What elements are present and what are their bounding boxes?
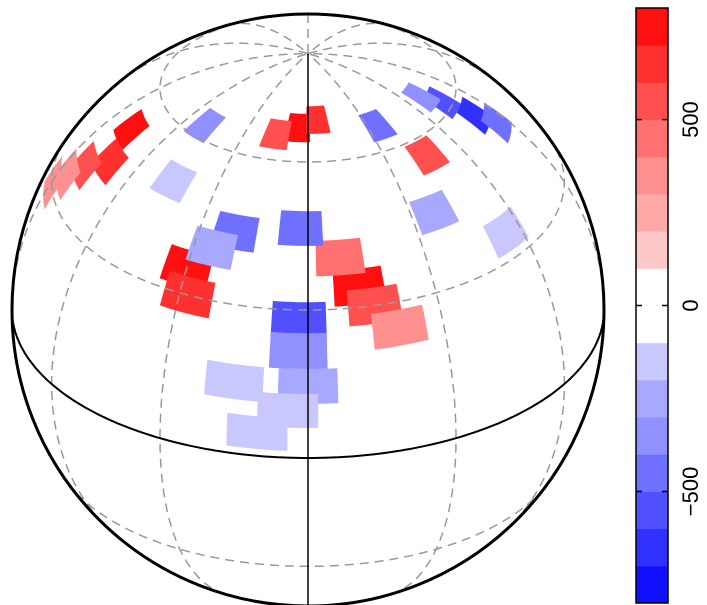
field-cell (268, 331, 328, 369)
latitude-line (159, 13, 457, 163)
colorbar-level (636, 454, 668, 492)
field-cell (370, 304, 429, 350)
colorbar: −500 0 500 (635, 7, 703, 604)
field-cell (305, 105, 331, 134)
field-cell (183, 107, 226, 144)
colorbar-level (636, 231, 668, 269)
longitude-line (307, 53, 457, 595)
field-cell (91, 138, 129, 186)
field-cell (277, 210, 324, 246)
colorbar-tick-label: −500 (678, 467, 703, 517)
field-cell (401, 82, 441, 113)
longitude-line (159, 53, 309, 595)
colorbar-level (636, 119, 668, 158)
field-cell (70, 141, 102, 191)
sphere-outline (10, 12, 606, 605)
colorbar-level (636, 156, 668, 195)
field-cell (315, 237, 366, 277)
field-cell (358, 109, 398, 143)
colorbar-level (636, 305, 668, 344)
field-cell (480, 102, 512, 144)
field-cell (185, 225, 239, 270)
colorbar-level (636, 417, 668, 455)
field-cell (43, 155, 63, 210)
field-cell (149, 159, 198, 204)
field-cell (283, 113, 311, 143)
longitude-line (226, 22, 309, 55)
field-cell (226, 412, 288, 451)
colorbar-level (636, 491, 668, 530)
field-cell (113, 109, 150, 150)
colorbar-level (636, 8, 668, 46)
field-cell (270, 301, 327, 339)
colorbar-level (636, 528, 668, 567)
longitude-line (11, 52, 308, 310)
sphere-map (10, 12, 606, 605)
field-cell (404, 135, 450, 176)
colorbar-level (636, 45, 668, 83)
colorbar-tick-label: 0 (678, 299, 703, 311)
field-cell (204, 359, 265, 403)
colorbar-level (636, 342, 668, 381)
field-cell (456, 96, 492, 135)
colorbar-level (636, 82, 668, 121)
colorbar-tick-label: 500 (678, 101, 703, 138)
field-cell (259, 118, 292, 151)
field-cell (55, 148, 81, 201)
colorbar-level (636, 268, 668, 306)
longitude-line (307, 22, 390, 55)
field-cell (482, 206, 529, 259)
colorbar-level (636, 565, 668, 604)
colorbar-level (636, 193, 668, 232)
field-cell (409, 189, 460, 236)
colorbar-level (636, 379, 668, 418)
longitude-line (308, 52, 605, 310)
